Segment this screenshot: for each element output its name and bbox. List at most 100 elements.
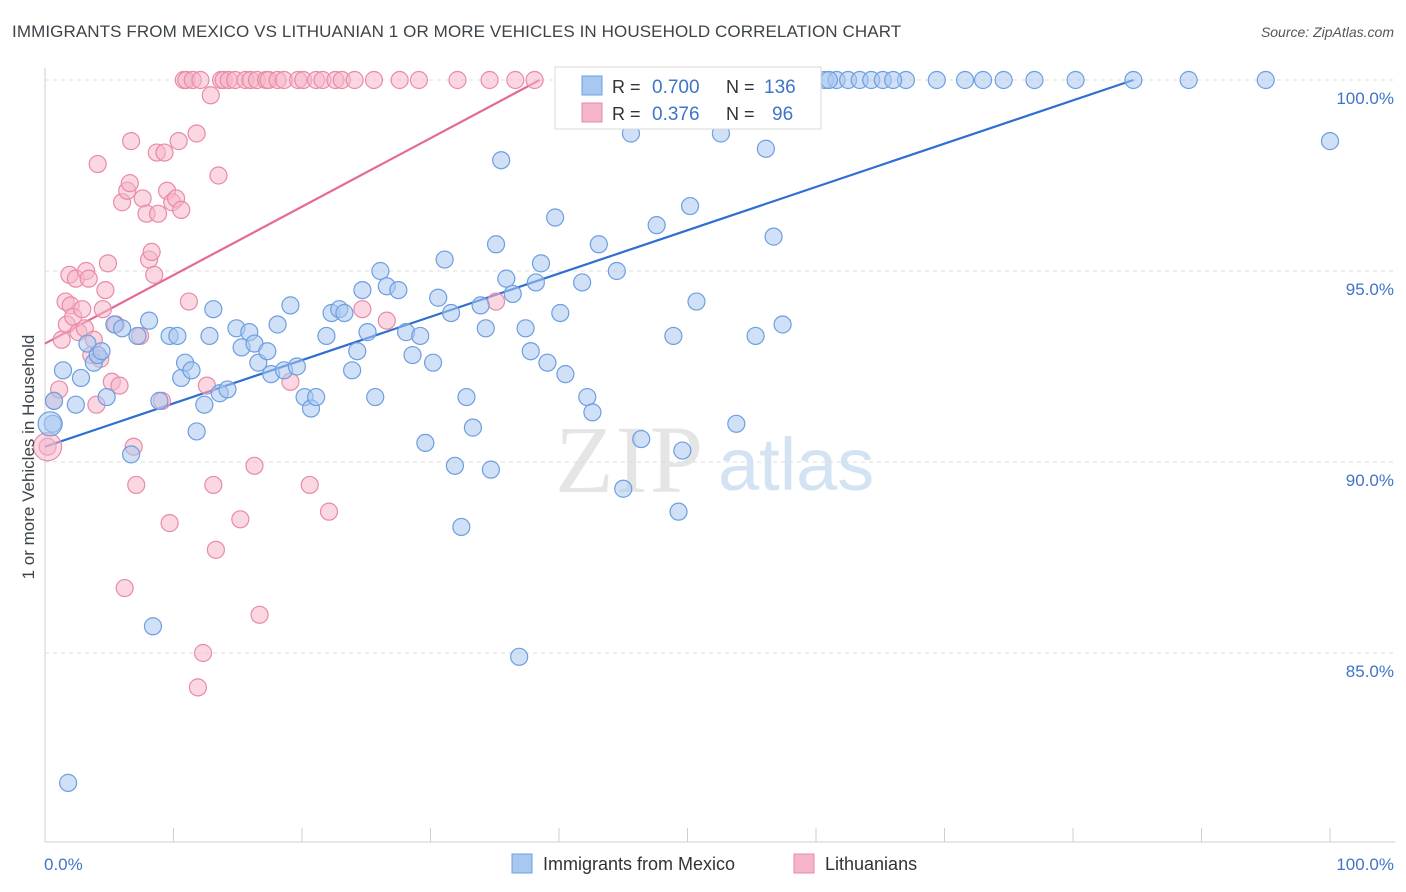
- mexico-point: [78, 334, 97, 353]
- mexico-point: [143, 617, 163, 636]
- lithuanians-point: [204, 475, 223, 495]
- mexico-point: [680, 196, 700, 216]
- lithuanians-point: [250, 605, 269, 624]
- mexico-point: [200, 326, 219, 346]
- mexico-point: [403, 345, 422, 365]
- mexico-point: [664, 326, 683, 346]
- legend-r-value: 0.700: [652, 77, 700, 98]
- mexico-point: [416, 433, 435, 452]
- mexico-point: [435, 250, 454, 269]
- mexico-point: [1124, 70, 1143, 90]
- mexico-point: [583, 403, 602, 422]
- lithuanians-trend: [44, 79, 541, 345]
- mexico-point: [71, 368, 91, 388]
- lithuanians-point: [409, 70, 429, 90]
- lithuanians-point: [187, 124, 206, 143]
- mexico-point: [727, 414, 746, 433]
- mexico-point: [258, 342, 277, 361]
- lithuanians-point: [525, 70, 544, 90]
- mexico-point: [182, 361, 201, 380]
- mexico-point: [353, 281, 372, 300]
- mexico-point: [317, 326, 336, 346]
- mexico-point: [348, 342, 367, 361]
- mexico-point: [521, 342, 540, 361]
- mexico-point: [1320, 132, 1340, 151]
- mexico-point: [59, 773, 78, 792]
- mexico-point: [121, 445, 141, 464]
- lithuanians-points: [32, 70, 544, 697]
- gridlines: [45, 79, 1395, 654]
- y-tick-label: 100.0%: [1336, 89, 1394, 108]
- mexico-point: [139, 311, 159, 330]
- mexico-point: [1256, 70, 1275, 90]
- lithuanians-point: [300, 475, 319, 495]
- mexico-point: [411, 326, 430, 346]
- lithuanians-point: [231, 510, 250, 529]
- mexico-point: [955, 70, 975, 90]
- mexico-point: [343, 361, 362, 380]
- lithuanians-point: [319, 502, 339, 521]
- mexico-point: [1025, 70, 1044, 90]
- mexico-point: [204, 300, 223, 319]
- y-tick-label: 85.0%: [1346, 662, 1394, 681]
- y-tick-labels: 85.0% 90.0% 95.0% 100.0%: [1336, 89, 1394, 681]
- lithuanians-point: [480, 70, 499, 90]
- legend-label-lithuanians: Lithuanians: [825, 854, 917, 874]
- mexico-point: [607, 261, 626, 281]
- mexico-point: [112, 319, 132, 338]
- mexico-point: [44, 391, 64, 410]
- mexico-point: [481, 460, 500, 479]
- lithuanians-point: [377, 311, 396, 330]
- mexico-point: [476, 319, 495, 338]
- lithuanians-point: [201, 86, 220, 105]
- lithuanians-point: [52, 330, 71, 349]
- lithuanians-point: [486, 292, 506, 311]
- lithuanians-point: [148, 204, 168, 223]
- mexico-point: [551, 303, 570, 323]
- lithuanians-point: [448, 70, 467, 90]
- mexico-point: [445, 456, 465, 475]
- mexico-point: [687, 292, 706, 311]
- legend-swatch-lithuanians: [581, 102, 603, 123]
- mexico-point: [746, 326, 765, 346]
- mexico-point: [1179, 70, 1198, 90]
- mexico-point: [883, 70, 903, 90]
- mexico-point: [546, 208, 565, 227]
- mexico-point: [423, 353, 443, 372]
- legend-r-label: R =: [612, 77, 641, 97]
- lithuanians-point: [179, 292, 199, 311]
- mexico-point: [187, 422, 206, 441]
- lithuanians-point: [390, 70, 409, 90]
- lithuanians-point: [345, 70, 364, 90]
- watermark: ZIP atlas: [555, 406, 874, 513]
- mexico-point: [556, 365, 575, 384]
- lithuanians-point: [93, 300, 112, 319]
- mexico-point: [492, 151, 511, 170]
- legend-n-label: N =: [726, 104, 755, 124]
- mexico-point: [281, 296, 300, 315]
- mexico-point: [335, 303, 354, 323]
- legend-r-value: 0.376: [652, 104, 700, 125]
- lithuanians-point: [364, 70, 384, 90]
- lithuanians-point: [188, 678, 208, 697]
- lithuanians-point: [110, 376, 129, 395]
- mexico-point: [92, 342, 111, 361]
- mexico-point: [503, 284, 522, 304]
- mexico-point: [647, 216, 666, 235]
- legend-swatch-mexico: [581, 75, 603, 96]
- mexico-point: [526, 273, 545, 292]
- mexico-point: [53, 361, 73, 380]
- lithuanians-point: [142, 242, 161, 261]
- lithuanians-point: [121, 132, 141, 151]
- mexico-point: [287, 357, 306, 376]
- lithuanians-point: [169, 132, 188, 151]
- chart-title: IMMIGRANTS FROM MEXICO VS LITHUANIAN 1 O…: [12, 22, 902, 41]
- mexico-point: [429, 288, 448, 307]
- mexico-point: [128, 326, 147, 346]
- mexico-point: [589, 235, 608, 254]
- lithuanians-point: [209, 166, 228, 185]
- mexico-point: [97, 387, 116, 407]
- lithuanians-trend-line: [44, 79, 541, 345]
- lithuanians-point: [191, 70, 210, 90]
